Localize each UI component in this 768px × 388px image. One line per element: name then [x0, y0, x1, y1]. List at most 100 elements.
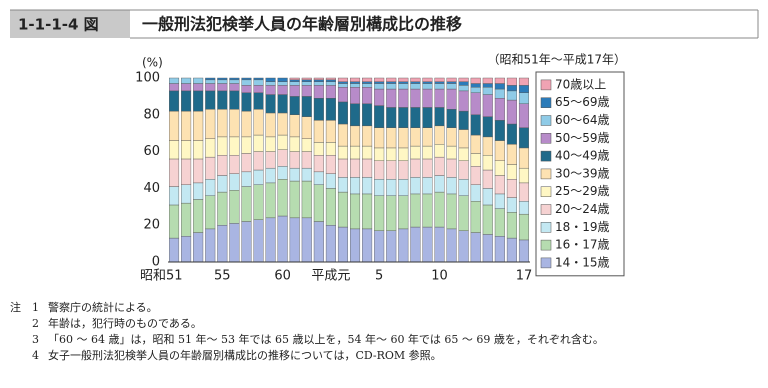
- bar-segment: [494, 175, 505, 195]
- bar-segment: [374, 127, 385, 149]
- note-text: 年齢は，犯行時のものである。: [48, 317, 202, 330]
- bar-segment: [494, 140, 505, 161]
- bar-segment: [458, 178, 469, 196]
- bar-segment: [362, 158, 373, 178]
- y-tick-label: 0: [152, 255, 160, 270]
- bar-segment: [446, 145, 457, 160]
- bar-segment: [482, 116, 493, 138]
- bar-segment: [458, 129, 469, 149]
- bar-segment: [458, 230, 469, 263]
- bar-segment: [301, 81, 312, 86]
- note-number: 2: [32, 317, 39, 330]
- bar-segment: [362, 177, 373, 195]
- bar-segment: [398, 107, 409, 128]
- x-tick-label: 平成元: [311, 269, 350, 284]
- note: 3 「60 ～ 64 歳」は，昭和 51 年～ 53 年では 65 歳以上を，54…: [10, 332, 604, 348]
- bar-segment: [362, 228, 373, 263]
- bar-segment: [350, 193, 361, 230]
- bar-segment: [446, 81, 457, 84]
- bar-segment: [362, 77, 373, 82]
- bar-segment: [470, 184, 481, 202]
- bar-segment: [217, 109, 228, 138]
- bar-segment: [253, 219, 264, 263]
- bar-segment: [494, 193, 505, 209]
- bar-segment: [362, 103, 373, 127]
- bar-segment: [398, 228, 409, 263]
- bar-segment: [301, 180, 312, 219]
- bar-segment: [313, 184, 324, 222]
- bar-segment: [265, 136, 276, 152]
- bar-segment: [398, 77, 409, 82]
- note: 4 女子一般刑法犯検挙人員の年齢層別構成比の推移については，CD-ROM 参照。: [10, 348, 604, 364]
- bar-segment: [386, 127, 397, 149]
- legend-swatch: [540, 186, 552, 197]
- bar-segment: [446, 177, 457, 195]
- chart: 1-1-1-4 図 一般刑法犯検挙人員の年齢層別構成比の推移 （昭和51年～平成…: [10, 9, 759, 284]
- bar-segment: [494, 208, 505, 237]
- bar-segment: [337, 145, 348, 160]
- bar-segment: [277, 178, 288, 217]
- bar-segment: [181, 202, 192, 237]
- bar-segment: [181, 184, 192, 204]
- bar-segment: [434, 191, 445, 228]
- bar-segment: [277, 112, 288, 136]
- bar-segment: [494, 160, 505, 176]
- bar-segment: [422, 127, 433, 147]
- bar-segment: [217, 136, 228, 156]
- bar-segment: [386, 88, 397, 108]
- bar-segment: [277, 149, 288, 167]
- bar-segment: [362, 81, 373, 84]
- bar-segment: [434, 107, 445, 127]
- note-number: 1: [32, 301, 39, 314]
- bar-segment: [325, 77, 336, 81]
- bar-segment: [277, 215, 288, 263]
- legend-swatch: [540, 97, 552, 108]
- bar-segment: [337, 226, 348, 263]
- bar-segment: [374, 178, 385, 196]
- bar-segment: [325, 81, 336, 86]
- bar-segment: [506, 85, 517, 92]
- bar-segment: [229, 83, 240, 92]
- bar-segment: [229, 90, 240, 110]
- bar-segment: [386, 230, 397, 263]
- figure-number-box: [10, 10, 130, 38]
- bar-segment: [289, 85, 300, 97]
- bar-segment: [253, 92, 264, 110]
- bar-segment: [289, 167, 300, 182]
- bar-segment: [337, 158, 348, 178]
- bar-segment: [301, 96, 312, 117]
- legend-swatch: [540, 222, 552, 233]
- bar-segment: [506, 77, 517, 86]
- bar-segment: [181, 140, 192, 160]
- bar-segment: [205, 77, 216, 81]
- legend-swatch: [540, 168, 552, 180]
- bar-segment: [434, 81, 445, 84]
- bar-segment: [265, 85, 276, 95]
- notes: 注 1 警察庁の統計による。 2 年齢は，犯行時のものである。 3 「60 ～ 64 歳」は…: [10, 300, 604, 364]
- bar-segment: [313, 79, 324, 82]
- bar-segment: [217, 83, 228, 92]
- bar-segment: [313, 142, 324, 156]
- bar-segment: [205, 178, 216, 196]
- x-tick-label: 昭和51: [140, 269, 183, 284]
- bar-segment: [193, 83, 204, 92]
- bar-segment: [410, 226, 421, 263]
- bar-segment: [301, 217, 312, 263]
- bar-segment: [169, 77, 180, 84]
- legend-label: 40～49歳: [555, 149, 610, 163]
- bar-segment: [374, 81, 385, 84]
- bar-segment: [193, 140, 204, 160]
- bar-segment: [446, 228, 457, 263]
- bar-segment: [205, 90, 216, 110]
- bar-segment: [470, 92, 481, 116]
- bar-segment: [205, 195, 216, 230]
- note-label: 注: [10, 301, 21, 314]
- bar-segment: [265, 167, 276, 184]
- bar-segment: [518, 85, 529, 93]
- bar-segment: [241, 221, 252, 263]
- legend-label: 14・15歳: [555, 255, 610, 269]
- bar-segment: [506, 197, 517, 213]
- bar-segment: [434, 83, 445, 90]
- bar-segment: [410, 88, 421, 108]
